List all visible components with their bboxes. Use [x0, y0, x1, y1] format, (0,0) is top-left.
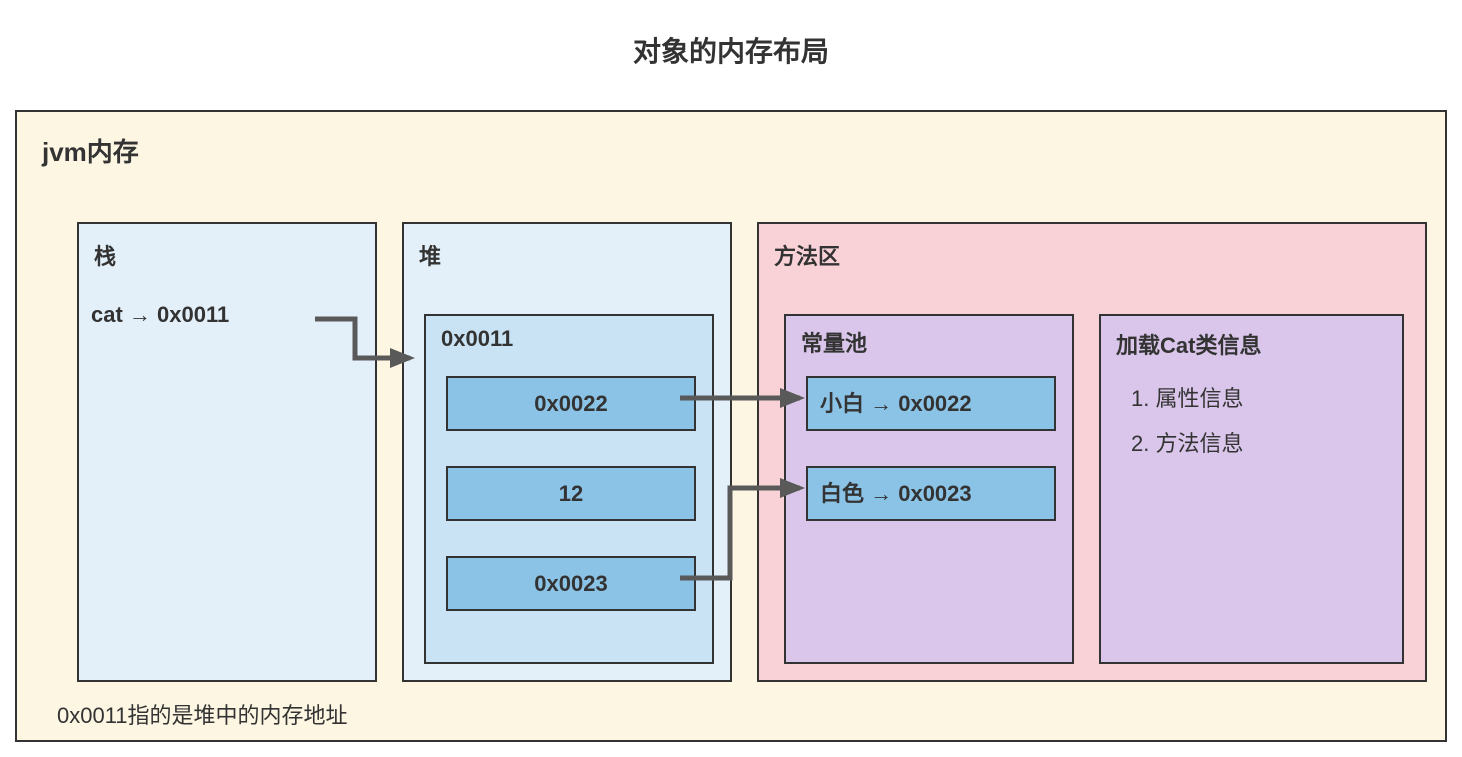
constant-pool-label: 常量池: [801, 326, 867, 358]
class-info-item-1: 2. 方法信息: [1131, 426, 1243, 458]
class-info-item-0: 1. 属性信息: [1131, 381, 1243, 413]
heap-object-address: 0x0011: [441, 326, 513, 352]
footnote-text: 0x0011指的是堆中的内存地址: [57, 698, 348, 730]
const-cell-1: 白色 → 0x0023: [806, 466, 1056, 521]
constant-pool: 常量池 小白 → 0x0022 白色 → 0x0023: [784, 314, 1074, 664]
stack-label: 栈: [94, 239, 116, 271]
method-area-region: 方法区 常量池 小白 → 0x0022 白色 → 0x0023 加载Cat类信息…: [757, 222, 1427, 682]
jvm-memory-container: jvm内存 0x0011指的是堆中的内存地址 栈 cat → 0x0011 堆 …: [15, 110, 1447, 742]
heap-cell-0: 0x0022: [446, 376, 696, 431]
heap-cell-2: 0x0023: [446, 556, 696, 611]
class-info-title: 加载Cat类信息: [1116, 328, 1261, 360]
stack-region: 栈 cat → 0x0011: [77, 222, 377, 682]
heap-object: 0x0011 0x0022 12 0x0023: [424, 314, 714, 664]
const-cell-0: 小白 → 0x0022: [806, 376, 1056, 431]
heap-region: 堆 0x0011 0x0022 12 0x0023: [402, 222, 732, 682]
method-area-label: 方法区: [774, 239, 840, 271]
stack-variable: cat → 0x0011: [91, 302, 229, 328]
class-info-box: 加载Cat类信息 1. 属性信息 2. 方法信息: [1099, 314, 1404, 664]
diagram-canvas: 对象的内存布局 jvm内存 0x0011指的是堆中的内存地址 栈 cat → 0…: [0, 0, 1462, 757]
heap-cell-1: 12: [446, 466, 696, 521]
heap-label: 堆: [419, 239, 441, 271]
diagram-title: 对象的内存布局: [0, 30, 1462, 70]
jvm-label: jvm内存: [42, 132, 139, 169]
